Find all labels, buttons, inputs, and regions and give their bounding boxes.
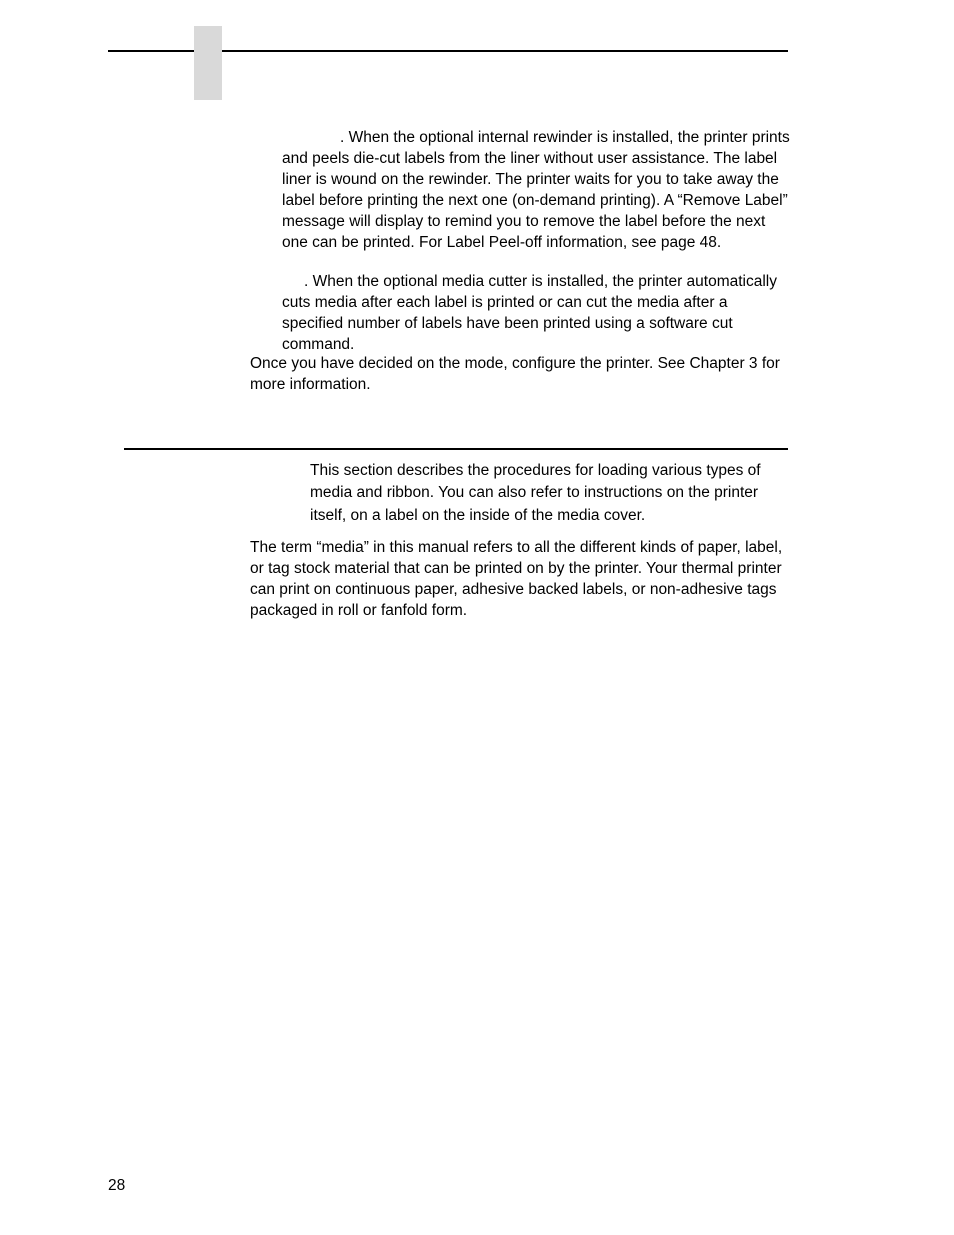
paragraph-media-definition: The term “media” in this manual refers t… — [250, 538, 790, 622]
paragraph-mode-outro: Once you have decided on the mode, confi… — [250, 354, 790, 396]
header-rule-left — [108, 50, 194, 52]
chapter-tab — [194, 26, 222, 100]
paragraph-cutter: . When the optional media cutter is inst… — [282, 272, 790, 356]
page-number: 28 — [108, 1177, 125, 1195]
paragraph-peel-off: . When the optional internal rewinder is… — [282, 128, 790, 254]
header-rule-right — [222, 50, 788, 52]
section-rule — [124, 448, 788, 450]
section-intro: This section describes the procedures fo… — [310, 460, 776, 527]
